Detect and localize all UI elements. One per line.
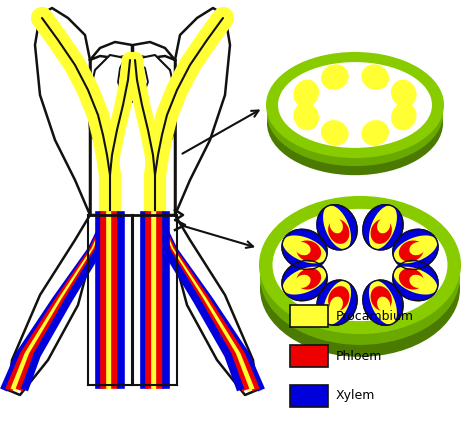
Text: Procambium: Procambium — [336, 309, 414, 323]
Ellipse shape — [369, 281, 397, 324]
Text: Phloem: Phloem — [336, 350, 383, 363]
Ellipse shape — [294, 81, 318, 106]
Ellipse shape — [267, 53, 443, 157]
Ellipse shape — [399, 241, 424, 262]
Polygon shape — [35, 8, 90, 215]
Bar — [290, 305, 328, 327]
Ellipse shape — [283, 267, 327, 295]
Ellipse shape — [410, 242, 425, 255]
Polygon shape — [175, 8, 230, 215]
Ellipse shape — [328, 286, 349, 311]
Ellipse shape — [267, 62, 443, 166]
Ellipse shape — [273, 209, 447, 321]
Ellipse shape — [399, 268, 424, 290]
Ellipse shape — [260, 197, 460, 333]
Ellipse shape — [362, 121, 388, 145]
Ellipse shape — [267, 71, 443, 175]
Ellipse shape — [323, 205, 351, 249]
Ellipse shape — [393, 236, 437, 263]
Ellipse shape — [296, 241, 321, 262]
Ellipse shape — [393, 230, 438, 269]
Ellipse shape — [283, 236, 327, 263]
Polygon shape — [145, 215, 257, 395]
Ellipse shape — [330, 296, 343, 312]
Bar — [290, 345, 328, 367]
Ellipse shape — [363, 280, 403, 325]
Ellipse shape — [260, 209, 460, 345]
Ellipse shape — [322, 121, 348, 145]
Ellipse shape — [278, 62, 432, 148]
Ellipse shape — [282, 230, 327, 269]
Ellipse shape — [260, 221, 460, 357]
Ellipse shape — [282, 260, 327, 301]
Ellipse shape — [371, 219, 392, 244]
Ellipse shape — [369, 205, 397, 249]
Ellipse shape — [377, 218, 390, 233]
Ellipse shape — [330, 218, 343, 233]
Ellipse shape — [295, 242, 310, 255]
Ellipse shape — [392, 103, 416, 130]
Polygon shape — [88, 55, 132, 155]
Bar — [290, 385, 328, 407]
Ellipse shape — [296, 268, 321, 290]
Ellipse shape — [393, 267, 437, 295]
Ellipse shape — [377, 296, 390, 312]
Ellipse shape — [328, 219, 349, 244]
Ellipse shape — [371, 286, 392, 311]
Ellipse shape — [410, 275, 425, 288]
Polygon shape — [133, 55, 177, 155]
Polygon shape — [8, 215, 120, 395]
Ellipse shape — [294, 103, 318, 130]
Text: Xylem: Xylem — [336, 390, 375, 402]
Ellipse shape — [362, 65, 388, 89]
Polygon shape — [90, 40, 175, 215]
Ellipse shape — [323, 281, 351, 324]
Ellipse shape — [322, 65, 348, 89]
Ellipse shape — [363, 205, 403, 250]
Ellipse shape — [392, 81, 416, 106]
Ellipse shape — [393, 260, 438, 301]
Ellipse shape — [295, 275, 310, 288]
Polygon shape — [118, 58, 148, 102]
Ellipse shape — [317, 280, 357, 325]
Ellipse shape — [317, 205, 357, 250]
